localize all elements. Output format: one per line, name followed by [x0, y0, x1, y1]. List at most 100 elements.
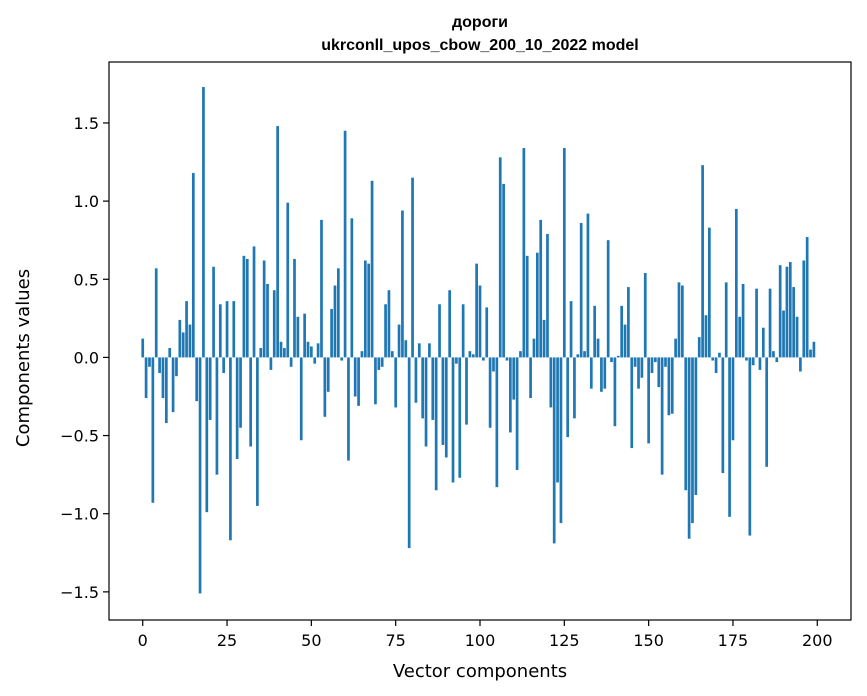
bar-component-37 — [266, 283, 269, 358]
y-tick-label: 1.0 — [74, 192, 99, 211]
bar-component-20 — [208, 357, 212, 420]
bar-component-10 — [175, 357, 178, 377]
bar-component-91 — [448, 290, 451, 358]
bar-component-61 — [347, 357, 350, 461]
bar-component-24 — [222, 357, 226, 374]
bar-component-157 — [670, 357, 674, 414]
bar-component-43 — [286, 202, 290, 358]
bar-component-98 — [471, 354, 475, 358]
y-tick-label: 1.5 — [74, 114, 99, 133]
bar-component-79 — [407, 357, 411, 549]
bar-component-138 — [606, 240, 610, 358]
bar-component-1 — [144, 357, 148, 399]
x-tick-label: 125 — [549, 631, 580, 650]
x-axis-label: Vector components — [393, 661, 567, 682]
bar-component-67 — [367, 263, 371, 358]
bar-component-97 — [468, 351, 472, 358]
bar-component-167 — [704, 315, 708, 358]
bar-component-40 — [276, 126, 279, 358]
bar-component-186 — [768, 288, 772, 358]
bar-component-193 — [792, 287, 796, 358]
bar-component-188 — [775, 357, 779, 363]
bar-component-87 — [434, 357, 438, 491]
bar-component-132 — [586, 213, 590, 358]
bar-component-105 — [495, 357, 499, 488]
bar-component-100 — [478, 285, 482, 358]
bar-component-153 — [657, 357, 661, 388]
bar-component-127 — [569, 301, 573, 358]
bar-component-63 — [353, 357, 357, 397]
bar-component-146 — [633, 357, 637, 367]
bar-component-141 — [616, 355, 620, 358]
bar-component-179 — [745, 357, 748, 361]
bar-component-152 — [654, 357, 657, 363]
bar-component-136 — [600, 357, 603, 392]
bar-component-195 — [799, 357, 802, 372]
bar-component-68 — [370, 180, 374, 358]
plot-frame — [108, 61, 852, 621]
bar-component-102 — [485, 307, 489, 358]
bar-component-171 — [718, 352, 721, 358]
bar-component-32 — [249, 357, 253, 447]
bar-component-47 — [299, 357, 303, 441]
bar-component-12 — [181, 332, 185, 358]
bar-component-78 — [404, 340, 408, 358]
bar-component-50 — [310, 346, 313, 358]
y-tick-label: −1.0 — [60, 505, 99, 524]
bar-component-85 — [428, 343, 431, 358]
bar-component-71 — [380, 357, 384, 367]
bar-component-28 — [235, 357, 239, 460]
bar-component-137 — [603, 357, 607, 389]
bar-component-114 — [525, 255, 529, 358]
bar-component-76 — [397, 324, 401, 358]
bar-component-151 — [650, 357, 654, 374]
bar-component-143 — [623, 324, 627, 358]
bar-component-80 — [411, 177, 414, 358]
bar-component-96 — [465, 357, 468, 425]
bar-component-124 — [559, 357, 563, 524]
chart-title: дороги — [452, 14, 508, 31]
bar-component-60 — [343, 130, 347, 358]
bar-component-149 — [643, 273, 647, 358]
bar-component-81 — [414, 357, 418, 403]
bar-component-163 — [691, 357, 694, 524]
bar-component-33 — [252, 246, 256, 358]
bar-component-159 — [677, 282, 681, 358]
bar-component-31 — [245, 258, 249, 358]
bar-component-9 — [171, 357, 175, 413]
bar-component-66 — [363, 260, 367, 358]
x-tick-label: 25 — [217, 631, 237, 650]
bar-component-174 — [728, 357, 731, 517]
bar-component-55 — [326, 357, 330, 392]
bar-component-94 — [458, 357, 462, 478]
bar-component-180 — [748, 357, 752, 536]
bar-component-36 — [262, 260, 266, 358]
bar-component-93 — [455, 357, 458, 364]
bar-component-189 — [778, 265, 782, 358]
bar-component-142 — [620, 305, 624, 358]
y-tick-label: −0.5 — [60, 427, 99, 446]
bar-component-13 — [185, 301, 188, 358]
bar-component-0 — [141, 338, 145, 358]
bar-component-148 — [640, 357, 644, 378]
bar-component-164 — [694, 357, 698, 495]
bar-component-56 — [330, 308, 333, 358]
bar-component-181 — [751, 357, 755, 366]
bar-component-192 — [788, 262, 792, 358]
bar-component-183 — [758, 357, 762, 370]
bar-component-99 — [475, 263, 478, 358]
bar-component-57 — [333, 285, 337, 358]
bar-component-82 — [417, 343, 421, 358]
bar-component-144 — [627, 287, 630, 358]
x-axis-ticks: 0 25 50 75 100 125 150 175 200 — [138, 620, 833, 650]
bar-component-84 — [424, 357, 428, 447]
bar-component-54 — [323, 357, 327, 417]
bar-component-118 — [539, 219, 543, 358]
bar-component-65 — [360, 351, 364, 358]
bar-component-119 — [542, 319, 546, 358]
bar-component-139 — [610, 357, 613, 363]
bar-component-3 — [151, 357, 155, 503]
bar-component-22 — [215, 357, 219, 475]
bar-component-19 — [205, 357, 209, 513]
bar-component-169 — [711, 357, 715, 361]
